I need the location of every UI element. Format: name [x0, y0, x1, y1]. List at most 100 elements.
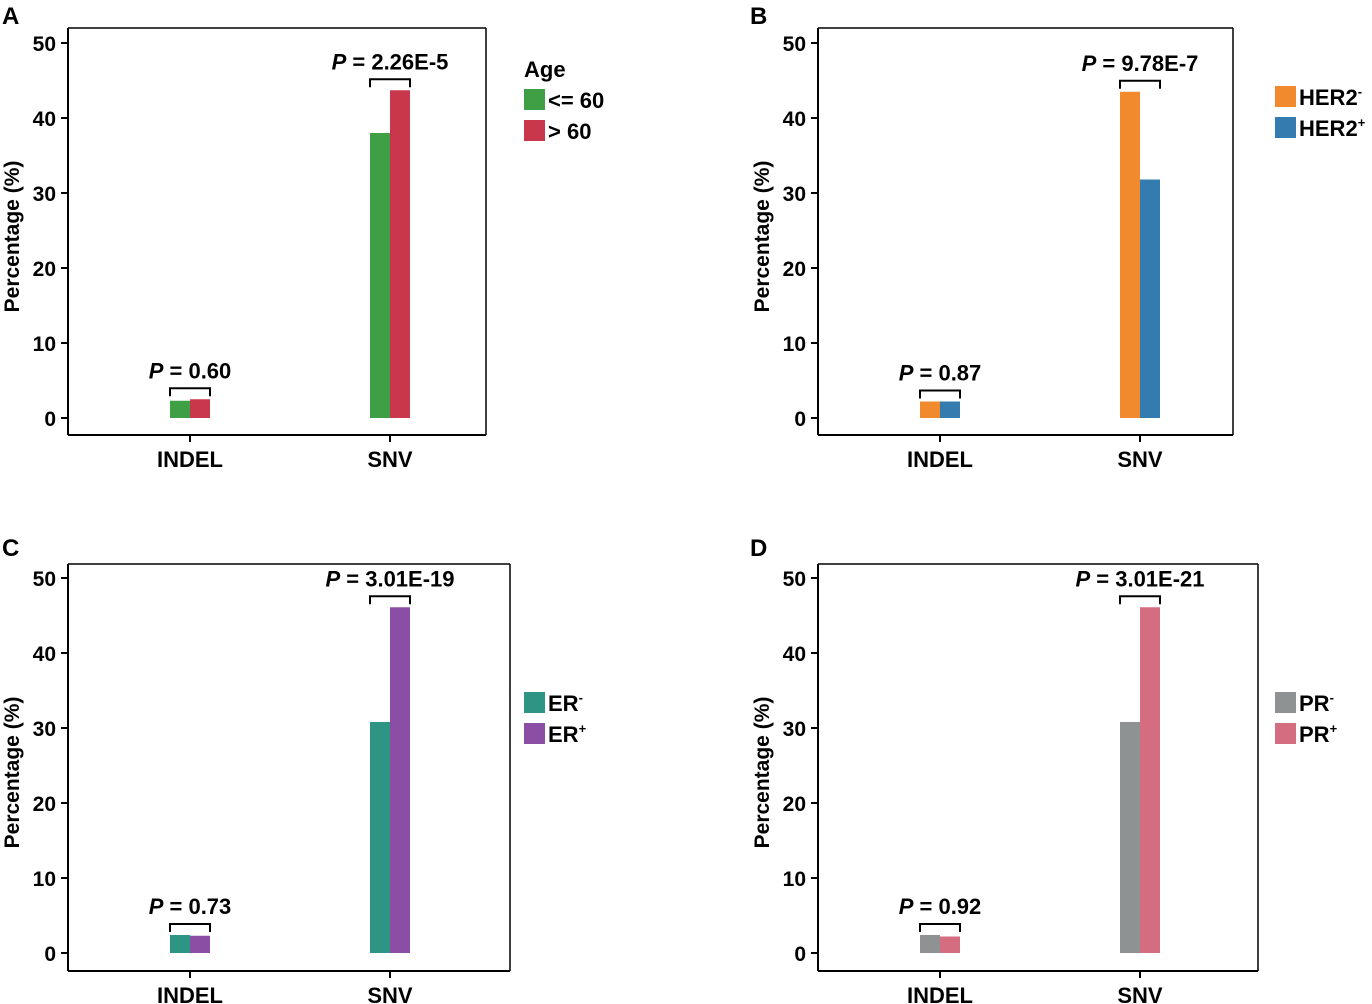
- y-tick-label: 20: [783, 793, 806, 816]
- y-tick-label: 30: [33, 183, 56, 206]
- y-tick-label: 0: [794, 943, 806, 966]
- legend-swatch-1: [1275, 86, 1296, 107]
- p-value-label-indel: P = 0.87: [899, 361, 982, 386]
- legend-label-1: <= 60: [548, 88, 604, 113]
- significance-bracket: [1120, 596, 1160, 604]
- legend-label-2: PR+: [1299, 721, 1338, 747]
- p-value-label-snv: P = 3.01E-21: [1075, 566, 1204, 591]
- bar-indel-series-1: [920, 935, 940, 953]
- p-value-text: = 3.01E-19: [340, 566, 454, 591]
- legend-label-text: HER2: [1299, 116, 1358, 141]
- legend-label-1: PR-: [1299, 690, 1334, 716]
- x-tick-label-snv: SNV: [367, 983, 413, 1004]
- y-tick-label: 50: [33, 568, 56, 591]
- legend-label-text: HER2: [1299, 85, 1358, 110]
- legend-label-text: ER: [548, 691, 579, 716]
- bar-snv-series-1: [1120, 722, 1140, 953]
- y-tick-label: 20: [783, 258, 806, 281]
- bar-indel-series-1: [170, 401, 190, 418]
- x-tick-label-indel: INDEL: [907, 983, 973, 1004]
- y-tick-label: 10: [33, 333, 56, 356]
- p-value-label-indel: P = 0.92: [899, 894, 982, 919]
- legend-swatch-1: [524, 692, 545, 713]
- legend-label-superscript: -: [1358, 84, 1362, 99]
- panel-C: C 0 10 20 30 40 50 Percentage (%) INDEL P = 0.73 S…: [1, 535, 587, 1004]
- p-value-text: = 3.01E-21: [1090, 566, 1204, 591]
- p-symbol: P: [325, 566, 340, 591]
- p-symbol: P: [899, 894, 914, 919]
- significance-bracket: [370, 79, 410, 87]
- panel-letter-D: D: [750, 535, 767, 562]
- panel-D: D 0 10 20 30 40 50 Percentage (%) INDEL P = 0.92 S…: [750, 535, 1338, 1004]
- y-tick-label: 30: [33, 718, 56, 741]
- p-value-text: = 0.92: [913, 894, 981, 919]
- y-tick-label: 40: [33, 643, 56, 666]
- legend-label-superscript: +: [1358, 115, 1366, 130]
- legend-label-text: PR: [1299, 691, 1330, 716]
- x-tick-label-snv: SNV: [1117, 447, 1163, 472]
- y-tick-label: 0: [794, 408, 806, 431]
- legend-label-text: PR: [1299, 722, 1330, 747]
- y-tick-label: 50: [783, 568, 806, 591]
- p-value-label-snv: P = 2.26E-5: [332, 49, 449, 74]
- y-tick-label: 50: [33, 33, 56, 56]
- bar-indel-series-2: [190, 936, 210, 953]
- legend-swatch-2: [524, 120, 545, 141]
- legend-swatch-2: [1275, 723, 1296, 744]
- y-tick-label: 30: [783, 718, 806, 741]
- legend-label-1: ER-: [548, 690, 583, 716]
- p-symbol: P: [1082, 51, 1097, 76]
- p-symbol: P: [149, 358, 164, 383]
- significance-bracket: [920, 391, 960, 399]
- p-value-label-snv: P = 3.01E-19: [325, 566, 454, 591]
- legend-label-text: > 60: [548, 119, 591, 144]
- legend-label-text: <= 60: [548, 88, 604, 113]
- panel-letter-A: A: [2, 3, 19, 30]
- y-tick-label: 20: [33, 258, 56, 281]
- bar-indel-series-1: [170, 935, 190, 953]
- bar-snv-series-2: [1140, 180, 1160, 419]
- p-value-text: = 0.60: [163, 358, 231, 383]
- bar-snv-series-2: [390, 607, 410, 953]
- p-value-text: = 0.73: [163, 894, 231, 919]
- p-symbol: P: [149, 894, 164, 919]
- y-tick-label: 10: [783, 333, 806, 356]
- legend-label-1: HER2-: [1299, 84, 1362, 110]
- p-value-label-snv: P = 9.78E-7: [1082, 51, 1199, 76]
- bar-indel-series-2: [940, 402, 960, 419]
- significance-bracket: [920, 924, 960, 932]
- legend-swatch-1: [524, 89, 545, 110]
- legend-label-superscript: +: [579, 721, 587, 736]
- panel-A: A 0 10 20 30 40 50 Percentage (%) INDEL P = 0.60 S…: [1, 3, 604, 472]
- bar-indel-series-1: [920, 402, 940, 419]
- bar-indel-series-2: [940, 937, 960, 954]
- y-tick-label: 0: [44, 943, 56, 966]
- x-tick-label-indel: INDEL: [157, 447, 223, 472]
- y-tick-label: 40: [783, 643, 806, 666]
- bar-indel-series-2: [190, 399, 210, 418]
- y-axis-title: Percentage (%): [751, 161, 774, 313]
- p-symbol: P: [899, 361, 914, 386]
- p-value-text: = 9.78E-7: [1096, 51, 1198, 76]
- y-axis-title: Percentage (%): [1, 161, 24, 313]
- significance-bracket: [1120, 81, 1160, 89]
- legend-label-2: > 60: [548, 119, 591, 144]
- significance-bracket: [170, 924, 210, 932]
- significance-bracket: [370, 596, 410, 604]
- y-axis-title: Percentage (%): [1, 697, 24, 849]
- x-tick-label-snv: SNV: [1117, 983, 1163, 1004]
- legend-swatch-2: [524, 723, 545, 744]
- x-tick-label-snv: SNV: [367, 447, 413, 472]
- p-value-text: = 0.87: [913, 361, 981, 386]
- legend-label-2: HER2+: [1299, 115, 1366, 141]
- y-tick-label: 10: [783, 868, 806, 891]
- figure: A 0 10 20 30 40 50 Percentage (%) INDEL P = 0.60 S…: [0, 0, 1372, 1004]
- bar-snv-series-1: [370, 722, 390, 953]
- p-value-label-indel: P = 0.73: [149, 894, 232, 919]
- x-tick-label-indel: INDEL: [907, 447, 973, 472]
- bar-snv-series-1: [370, 133, 390, 418]
- panel-letter-B: B: [750, 3, 767, 30]
- significance-bracket: [170, 388, 210, 396]
- p-value-text: = 2.26E-5: [346, 49, 448, 74]
- p-symbol: P: [1075, 566, 1090, 591]
